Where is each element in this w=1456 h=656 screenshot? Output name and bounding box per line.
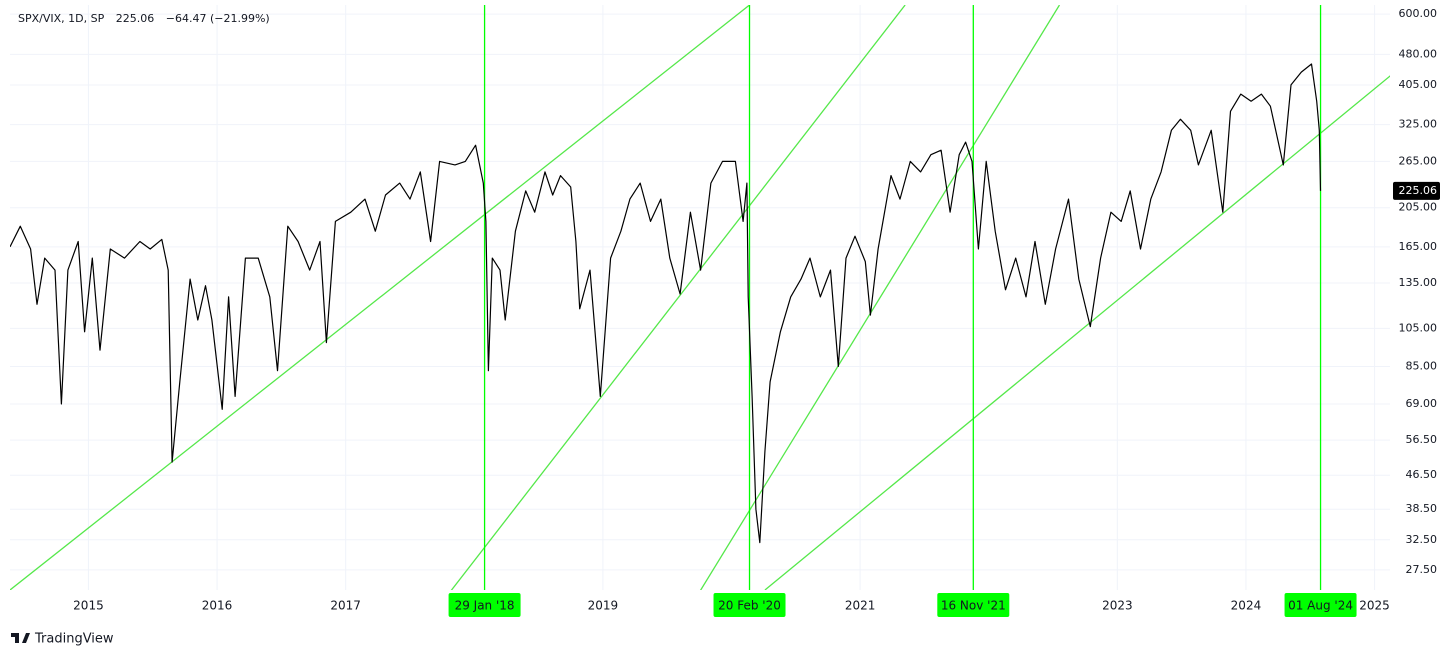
y-tick-label: 480.00 [1399,47,1438,60]
y-tick-label: 85.00 [1406,359,1438,372]
x-tick-label: 2016 [202,599,233,613]
brand: TradingView [34,632,114,647]
x-tick-label: 2015 [73,599,104,613]
last-value-label: 225.06 [1399,184,1438,197]
y-tick-label: 56.50 [1406,433,1438,446]
chart-header: SPX/VIX, 1D, SP 225.06 −64.47 (−21.99%) [18,12,270,25]
y-tick-label: 600.00 [1399,7,1438,20]
y-tick-label: 46.50 [1406,468,1438,481]
close-value: 225.06 [116,12,155,25]
trend-line [450,5,906,590]
date-marker-box [937,593,1010,617]
grid [10,5,1390,590]
last-value-box [1393,181,1440,200]
date-marker-label: 01 Aug '24 [1288,599,1353,613]
y-tick-label: 27.50 [1406,563,1438,576]
date-marker-box [1284,593,1357,617]
change: −64.47 (−21.99%) [166,12,270,25]
x-tick-label: 2017 [330,599,361,613]
date-marker-box [713,593,786,617]
y-tick-label: 325.00 [1399,118,1438,131]
x-tick-label: 2023 [1102,599,1133,613]
brand-logo: TradingView [11,632,114,647]
trend-line [699,5,1061,590]
y-tick-label: 165.00 [1399,240,1438,253]
trend-line [10,5,750,590]
date-marker-label: 16 Nov '21 [941,599,1006,613]
y-tick-label: 69.00 [1406,397,1438,410]
x-tick-label: 2024 [1231,599,1262,613]
logo-icon [11,633,30,643]
axes: 27.50 32.50 38.50 46.50 56.50 69.00 85.00 105.0… [73,7,1440,617]
y-tick-label: 405.00 [1399,78,1438,91]
trend-line [764,75,1390,590]
y-tick-label: 265.00 [1399,154,1438,167]
symbol: SPX/VIX, 1D, SP [18,12,105,25]
y-tick-label: 105.00 [1399,321,1438,334]
date-marker-box [448,593,521,617]
date-marker-label: 20 Feb '20 [718,599,781,613]
y-tick-label: 135.00 [1399,276,1438,289]
x-tick-label: 2021 [845,599,876,613]
date-marker-label: 29 Jan '18 [455,599,515,613]
y-tick-label: 32.50 [1406,533,1438,546]
y-tick-label: 38.50 [1406,502,1438,515]
y-tick-label: 205.00 [1399,201,1438,214]
x-tick-label: 2019 [588,599,619,613]
plot-area [10,5,1390,590]
x-tick-label: 2025 [1359,599,1390,613]
price-line [10,63,1322,544]
